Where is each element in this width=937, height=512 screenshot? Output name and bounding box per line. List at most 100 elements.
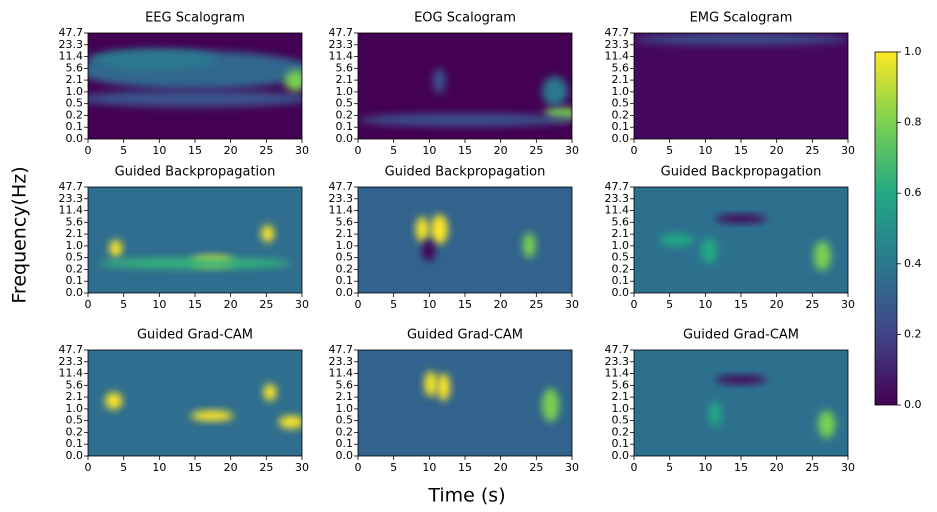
x-tick-label: 5 — [666, 144, 673, 157]
x-tick-label: 15 — [458, 298, 472, 311]
x-tick-label: 5 — [120, 461, 127, 474]
heatmap-texture — [105, 383, 302, 429]
heatmap-blob — [109, 240, 123, 257]
x-tick-label: 30 — [841, 298, 855, 311]
y-tick-label: 47.7 — [329, 343, 354, 356]
x-tick-label: 25 — [529, 461, 543, 474]
heatmap-blob — [278, 415, 302, 429]
heatmap-texture — [358, 67, 572, 127]
heatmap-blob — [430, 214, 448, 245]
x-tick-label: 10 — [698, 461, 712, 474]
x-tick-label: 10 — [422, 298, 436, 311]
y-tick-label: 0.0 — [612, 132, 630, 145]
y-tick-label: 47.7 — [329, 26, 354, 39]
y-tick-label: 0.0 — [66, 449, 84, 462]
panel-title: EEG Scalogram — [145, 11, 245, 26]
heatmap-blob — [284, 70, 302, 92]
panel-title: EMG Scalogram — [690, 11, 793, 26]
colorbar-tick-label: 1.0 — [904, 45, 922, 58]
y-tick-label: 1.0 — [66, 239, 84, 252]
x-tick-label: 25 — [805, 144, 819, 157]
y-tick-label: 47.7 — [59, 26, 84, 39]
y-tick-label: 47.7 — [605, 180, 630, 193]
colorbar — [874, 51, 898, 406]
y-tick-label: 0.1 — [612, 437, 630, 450]
y-tick-label: 0.2 — [336, 425, 354, 438]
y-tick-label: 5.6 — [336, 378, 354, 391]
heatmap-texture — [659, 214, 831, 271]
heatmap-blob — [415, 216, 429, 243]
y-tick-label: 0.1 — [66, 120, 84, 133]
x-tick-label: 20 — [494, 144, 508, 157]
y-tick-label: 0.5 — [612, 97, 630, 110]
y-tick-label: 5.6 — [66, 61, 84, 74]
x-tick-label: 25 — [529, 298, 543, 311]
heatmap-blob — [715, 214, 767, 224]
colorbar-tick-label: 0.4 — [904, 257, 922, 270]
heatmap-texture — [98, 225, 292, 269]
heatmap-panel: EOG Scalogram 0 5 10 15 20 25 30 0.00.10.20.51.0… — [329, 11, 580, 158]
y-tick-label: 0.2 — [66, 262, 84, 275]
y-tick-label: 0.0 — [336, 449, 354, 462]
x-tick-label: 20 — [224, 144, 238, 157]
y-tick-label: 0.2 — [612, 425, 630, 438]
y-tick-label: 0.0 — [336, 132, 354, 145]
heatmap-blob — [88, 90, 302, 108]
y-tick-label: 0.5 — [336, 97, 354, 110]
x-tick-label: 30 — [565, 298, 579, 311]
y-axis-label: Frequency(Hz) — [9, 166, 31, 303]
heatmap-blob — [522, 232, 536, 259]
y-tick-label: 0.2 — [612, 108, 630, 121]
y-tick-label: 0.1 — [336, 120, 354, 133]
heatmap-panel: Guided Backpropagation 0 5 10 15 20 25 30 0.00.1… — [59, 165, 310, 312]
y-tick-label: 1.0 — [66, 85, 84, 98]
heatmap-blob — [88, 48, 217, 71]
y-tick-label: 0.2 — [336, 262, 354, 275]
panel-title: Guided Grad-CAM — [683, 328, 799, 343]
x-tick-label: 0 — [85, 298, 92, 311]
heatmap-blob — [818, 410, 836, 438]
x-tick-label: 10 — [422, 461, 436, 474]
x-tick-label: 25 — [805, 461, 819, 474]
heatmap-blob — [813, 241, 831, 271]
x-tick-label: 5 — [390, 144, 397, 157]
y-tick-label: 23.3 — [605, 192, 630, 205]
heatmap-blob — [659, 233, 694, 247]
colorbar-tick-label: 0.8 — [904, 116, 922, 129]
heatmap-blob — [634, 34, 848, 45]
panel-title: EOG Scalogram — [414, 11, 516, 26]
y-tick-label: 2.1 — [612, 227, 630, 240]
y-tick-label: 0.2 — [336, 108, 354, 121]
y-tick-label: 11.4 — [59, 367, 84, 380]
x-tick-label: 20 — [494, 461, 508, 474]
x-tick-label: 20 — [770, 298, 784, 311]
x-tick-label: 0 — [85, 144, 92, 157]
y-tick-label: 47.7 — [59, 343, 84, 356]
colorbar-tick-label: 0.6 — [904, 186, 922, 199]
y-tick-label: 5.6 — [336, 215, 354, 228]
heatmap-blob — [105, 392, 123, 410]
heatmap-panel: EEG Scalogram 0 5 10 15 20 25 30 0.00.10.20.51.0… — [59, 11, 310, 158]
heatmap-blob — [715, 375, 767, 384]
y-tick-label: 0.0 — [66, 132, 84, 145]
y-tick-label: 1.0 — [612, 85, 630, 98]
y-tick-label: 23.3 — [329, 38, 354, 51]
x-tick-label: 25 — [259, 144, 273, 157]
y-tick-label: 47.7 — [59, 180, 84, 193]
x-tick-label: 30 — [565, 461, 579, 474]
heatmap-texture — [415, 214, 536, 262]
heatmap-panel: EMG Scalogram 0 5 10 15 20 25 30 0.00.10.20.51.0… — [605, 11, 856, 158]
y-tick-label: 0.0 — [336, 286, 354, 299]
heatmap-background — [358, 350, 572, 456]
x-tick-label: 5 — [120, 144, 127, 157]
y-tick-label: 1.0 — [336, 402, 354, 415]
y-tick-label: 0.5 — [612, 414, 630, 427]
x-tick-label: 30 — [841, 461, 855, 474]
y-tick-label: 0.1 — [612, 120, 630, 133]
x-tick-label: 15 — [458, 144, 472, 157]
y-tick-label: 0.5 — [612, 251, 630, 264]
x-tick-label: 15 — [734, 461, 748, 474]
y-tick-label: 11.4 — [329, 204, 354, 217]
panel-title: Guided Backpropagation — [661, 165, 822, 180]
